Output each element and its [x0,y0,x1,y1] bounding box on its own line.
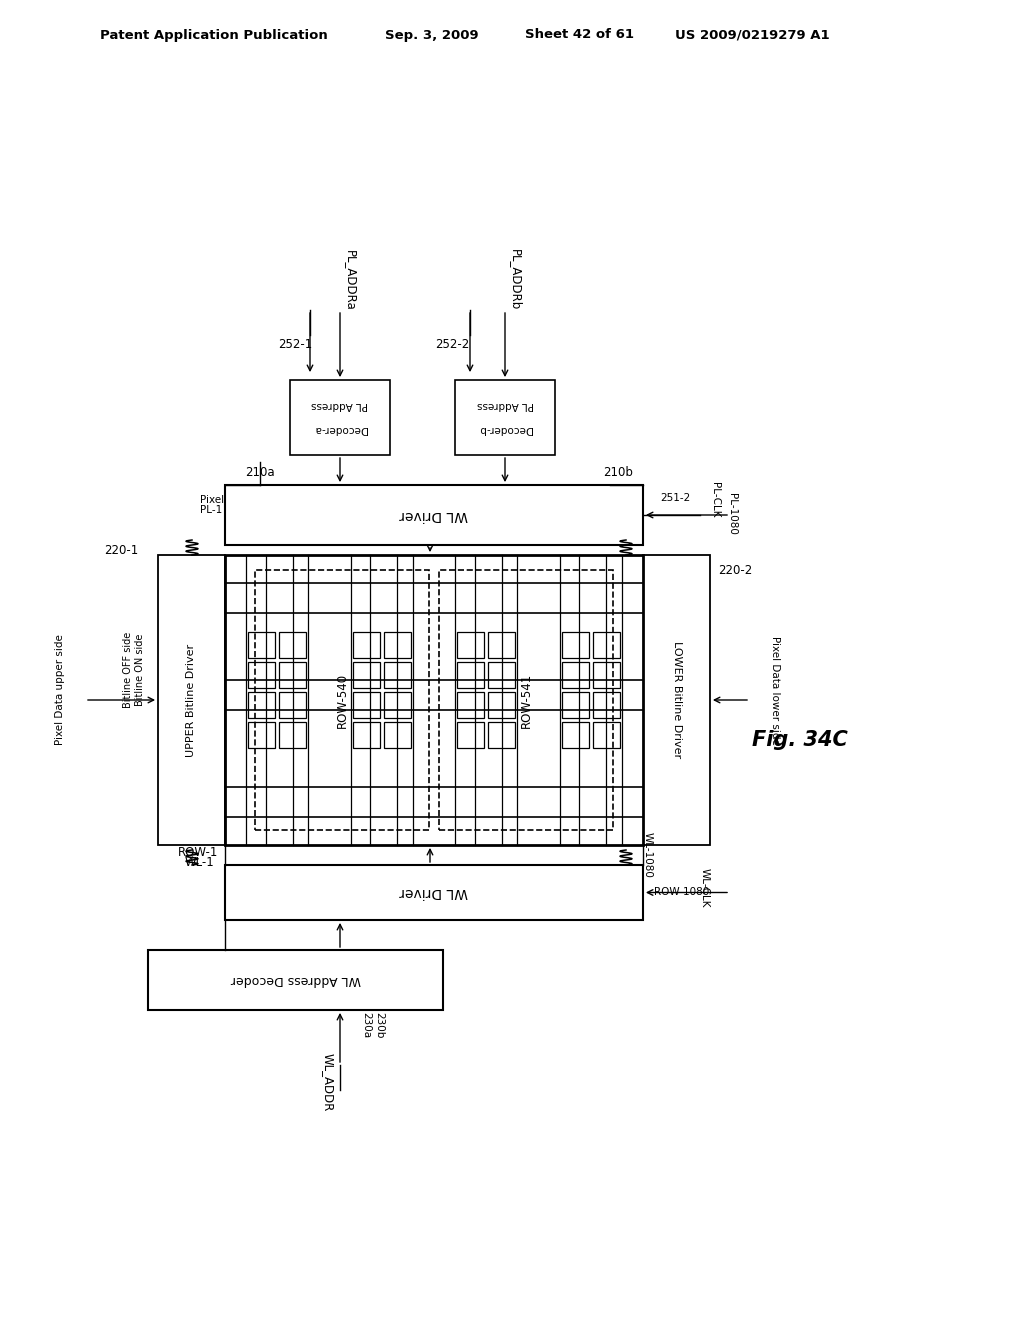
Text: PL_ADDRb: PL_ADDRb [509,249,521,310]
Text: Bitline OFF side: Bitline OFF side [123,632,133,708]
Bar [248,663,275,688]
Bar [248,692,275,718]
Text: WL_ADDR: WL_ADDR [322,1053,335,1111]
Text: PL Address: PL Address [476,400,534,411]
Text: WL Driver: WL Driver [399,508,468,521]
Bar [562,663,589,688]
Bar [488,663,515,688]
Text: Pixel Data lower side: Pixel Data lower side [770,635,780,744]
Bar [352,663,380,688]
Bar [458,632,484,657]
Text: Pixel: Pixel [200,495,224,506]
Text: Fig. 34C: Fig. 34C [752,730,848,750]
Bar [488,722,515,748]
Bar [455,380,555,455]
Text: WL-CLK: WL-CLK [700,869,710,908]
Text: 251-2: 251-2 [660,492,690,503]
Text: WL-1: WL-1 [185,855,215,869]
Text: Bitline ON side: Bitline ON side [135,634,145,706]
Text: 230b: 230b [374,1012,384,1039]
Text: PL_ADDRa: PL_ADDRa [343,249,356,310]
Bar [593,632,620,657]
Text: 210a: 210a [245,466,274,479]
Bar [384,663,411,688]
Bar [643,554,710,845]
Text: Sheet 42 of 61: Sheet 42 of 61 [525,29,634,41]
Text: ROW-1: ROW-1 [178,846,218,858]
Text: 230a: 230a [361,1012,371,1038]
Text: PL Address: PL Address [311,400,369,411]
Bar [562,692,589,718]
Bar [290,380,390,455]
Bar [280,692,306,718]
Bar [384,632,411,657]
Text: 252-2: 252-2 [435,338,469,351]
Bar [488,692,515,718]
Bar [458,722,484,748]
Text: Decoder-b: Decoder-b [478,425,531,434]
Text: Sep. 3, 2009: Sep. 3, 2009 [385,29,478,41]
Bar [225,865,643,920]
Text: PL-1: PL-1 [200,506,222,515]
Bar [458,663,484,688]
Text: ROW-1080: ROW-1080 [654,887,710,898]
Bar [248,632,275,657]
Bar [593,692,620,718]
Text: ROW-540: ROW-540 [336,672,348,727]
Text: Patent Application Publication: Patent Application Publication [100,29,328,41]
Bar [280,663,306,688]
Text: Pixel Data upper side: Pixel Data upper side [55,635,65,746]
Bar [384,722,411,748]
Text: PL-1080: PL-1080 [727,494,737,535]
Text: WL-1080: WL-1080 [643,832,653,878]
Bar [593,663,620,688]
Text: UPPER Bitline Driver: UPPER Bitline Driver [186,643,197,756]
Text: US 2009/0219279 A1: US 2009/0219279 A1 [675,29,829,41]
Text: 220-2: 220-2 [718,564,753,577]
Bar [458,692,484,718]
Text: WL Driver: WL Driver [399,886,468,899]
Bar [352,722,380,748]
Bar [148,950,443,1010]
Text: 220-1: 220-1 [103,544,138,557]
Text: ROW-541: ROW-541 [519,672,532,727]
Bar [255,570,429,830]
Bar [562,722,589,748]
Text: 210b: 210b [603,466,633,479]
Bar [225,484,643,545]
Text: WL Address Decoder: WL Address Decoder [230,974,360,986]
Text: Decoder-a: Decoder-a [313,425,367,434]
Text: 252-1: 252-1 [278,338,312,351]
Text: LOWER Bitline Driver: LOWER Bitline Driver [672,642,682,759]
Bar [248,722,275,748]
Bar [352,692,380,718]
Bar [562,632,589,657]
Bar [384,692,411,718]
Bar [280,722,306,748]
Bar [158,554,225,845]
Bar [280,632,306,657]
Bar [593,722,620,748]
Bar [225,554,643,845]
Bar [352,632,380,657]
Bar [488,632,515,657]
Bar [439,570,613,830]
Text: PL-CLK: PL-CLK [710,482,720,517]
